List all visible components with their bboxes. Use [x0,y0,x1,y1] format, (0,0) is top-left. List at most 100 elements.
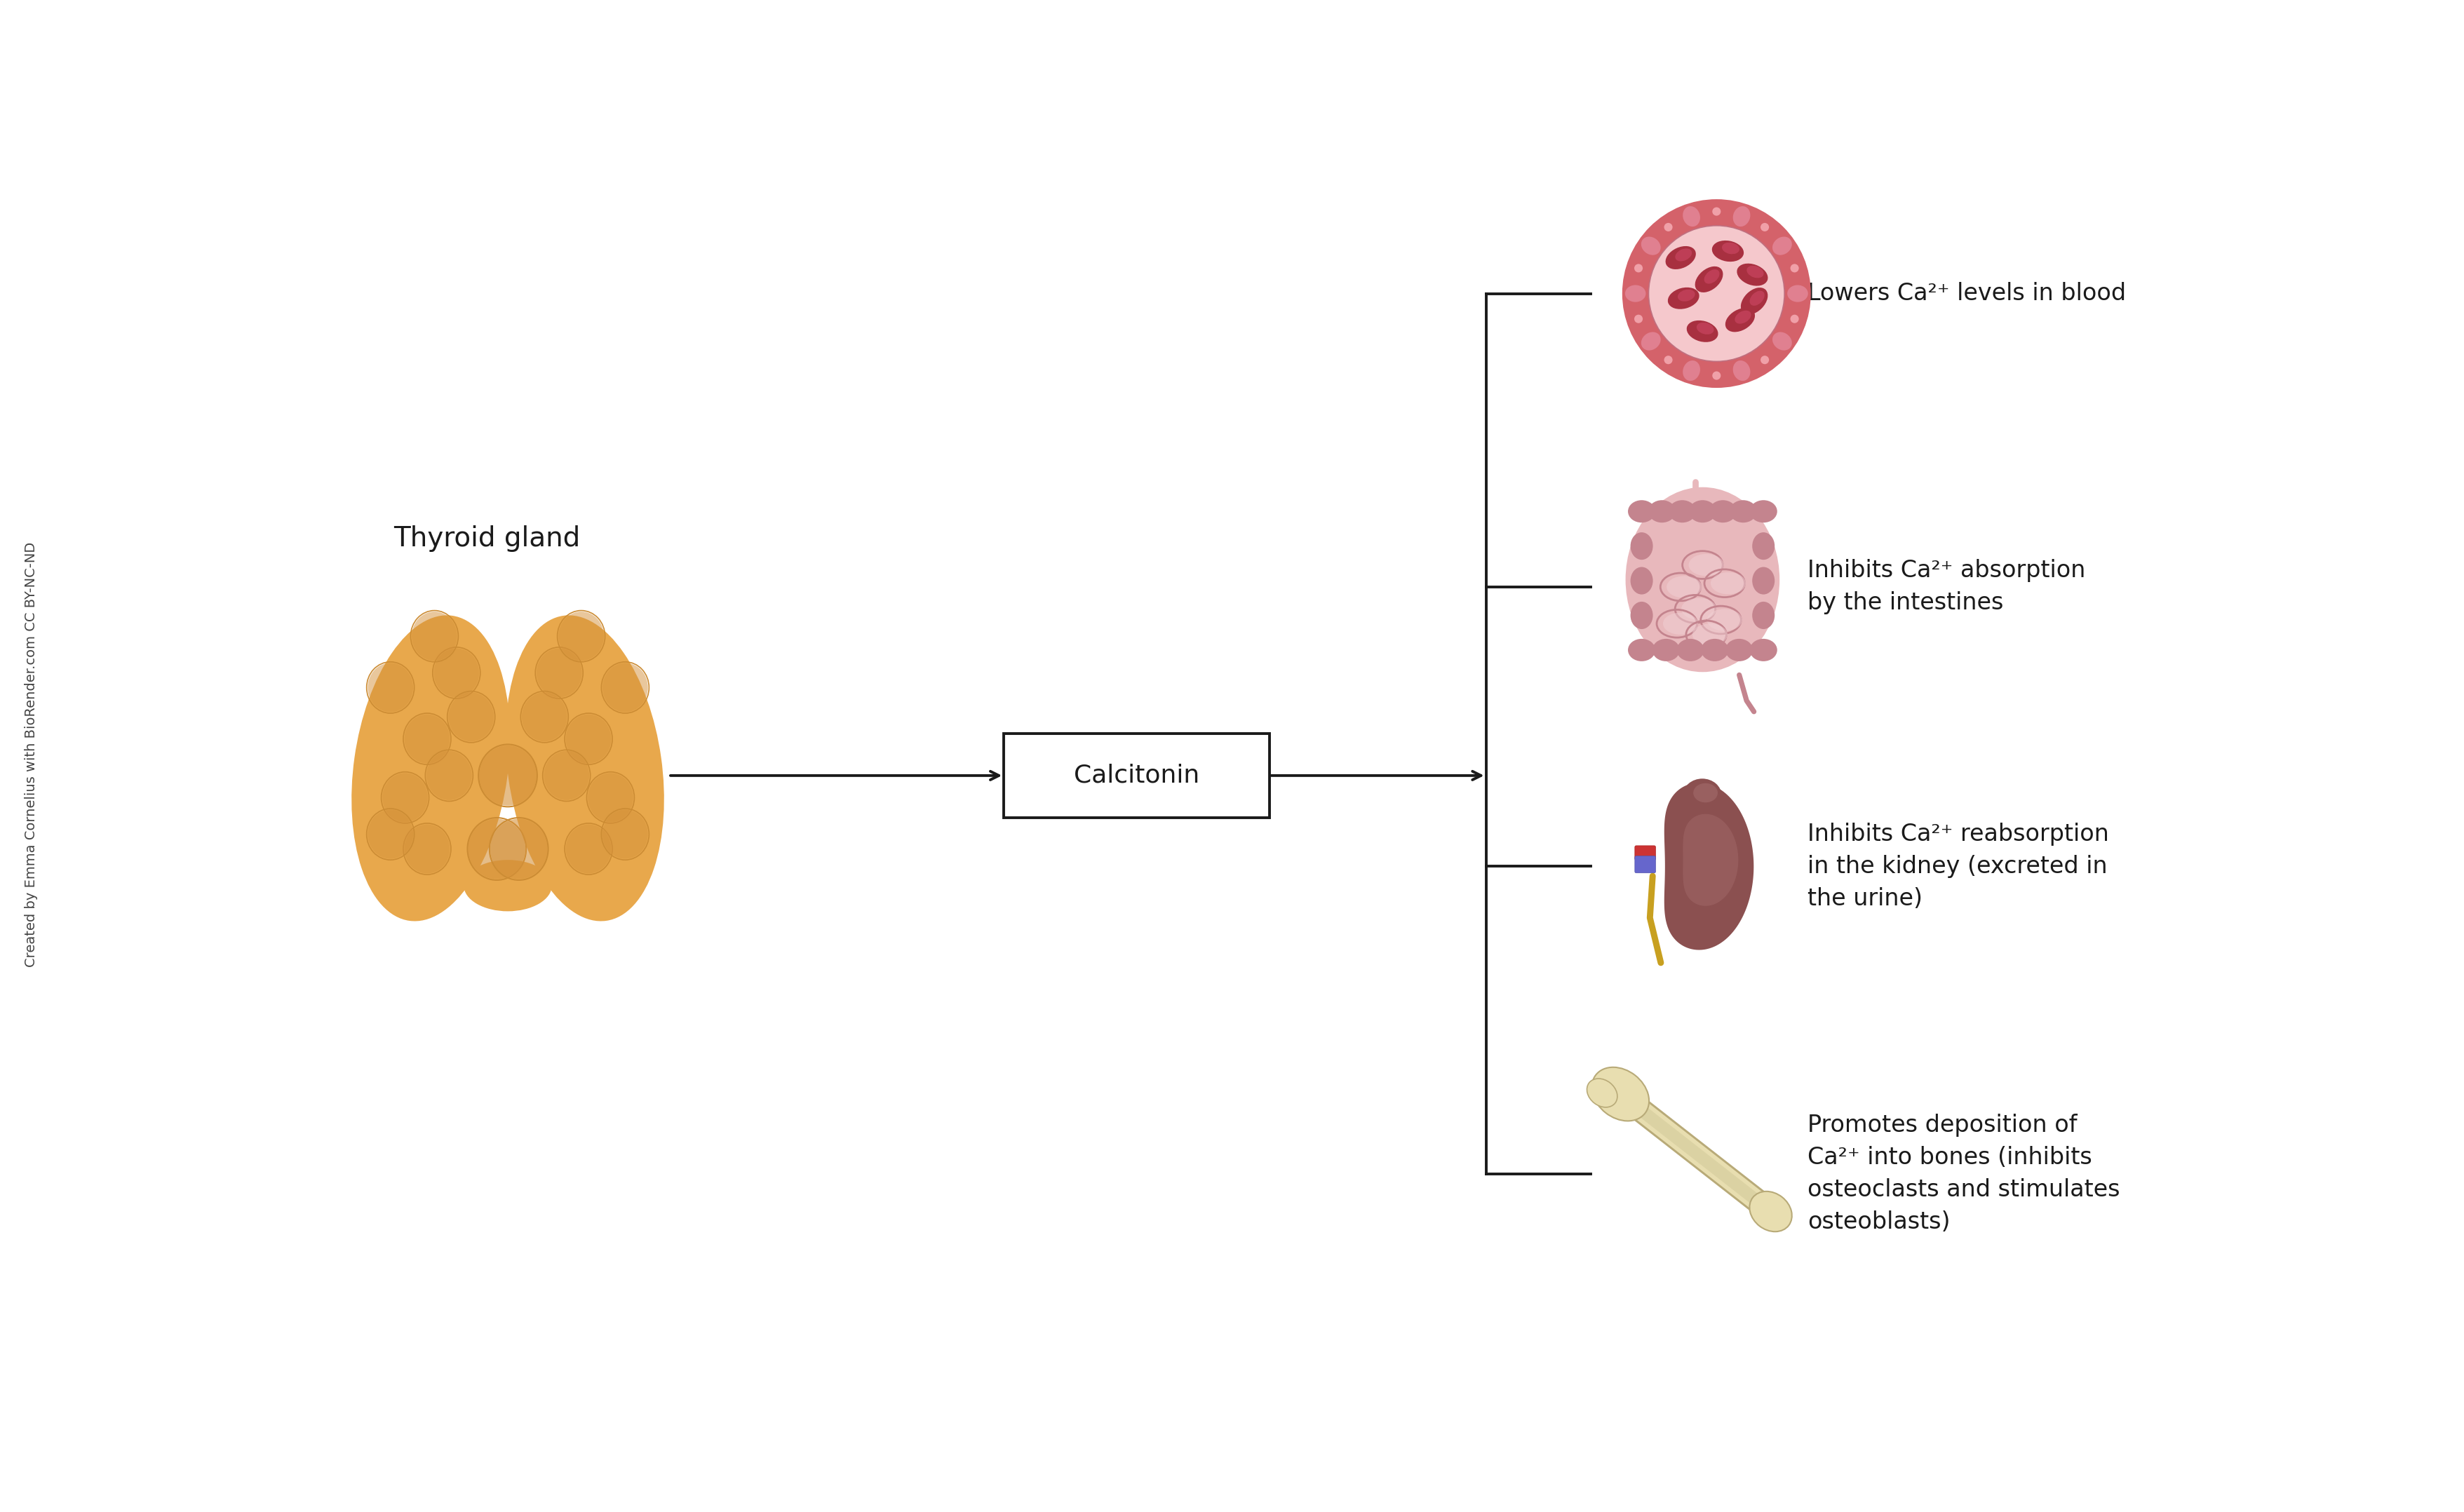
Ellipse shape [1631,567,1653,594]
Ellipse shape [1710,572,1747,594]
Ellipse shape [478,745,537,806]
Circle shape [1759,222,1769,231]
Ellipse shape [468,820,525,878]
Ellipse shape [1587,1078,1616,1107]
Ellipse shape [1700,638,1727,661]
Ellipse shape [537,649,582,697]
Ellipse shape [545,751,589,800]
Ellipse shape [1752,532,1774,559]
Ellipse shape [567,714,611,764]
Ellipse shape [1668,500,1695,523]
Ellipse shape [1708,609,1742,631]
Ellipse shape [1626,487,1779,671]
Ellipse shape [1648,500,1676,523]
Ellipse shape [1653,638,1680,661]
Circle shape [1663,355,1673,364]
Ellipse shape [367,809,414,859]
Ellipse shape [1678,289,1695,301]
Ellipse shape [604,809,648,859]
Ellipse shape [1737,263,1767,286]
Ellipse shape [1676,248,1693,262]
Ellipse shape [1732,206,1749,227]
Ellipse shape [411,612,458,661]
Ellipse shape [1747,266,1764,278]
Ellipse shape [1683,360,1700,381]
Ellipse shape [1749,638,1777,661]
Polygon shape [1663,783,1754,950]
Ellipse shape [1725,638,1752,661]
Text: Created by Emma Cornelius with BioRender.com CC BY-NC-ND: Created by Emma Cornelius with BioRender… [25,541,37,968]
Circle shape [1712,207,1720,216]
Circle shape [1791,265,1799,272]
Text: Inhibits Ca²⁺ reabsorption
in the kidney (excreted in
the urine): Inhibits Ca²⁺ reabsorption in the kidney… [1809,823,2109,910]
Ellipse shape [367,662,414,712]
Ellipse shape [1693,783,1717,803]
Circle shape [1663,222,1673,231]
Ellipse shape [1710,500,1737,523]
Ellipse shape [448,692,493,741]
Polygon shape [1683,813,1737,906]
Ellipse shape [1725,308,1754,333]
Ellipse shape [1631,602,1653,629]
Ellipse shape [522,692,567,741]
FancyBboxPatch shape [1634,856,1656,872]
Ellipse shape [1676,638,1705,661]
Ellipse shape [1666,576,1703,597]
Circle shape [1634,265,1643,272]
Ellipse shape [426,751,473,800]
Ellipse shape [1722,242,1740,254]
Text: Calcitonin: Calcitonin [1074,764,1200,788]
Ellipse shape [1683,779,1722,812]
Circle shape [1759,355,1769,364]
Ellipse shape [1629,500,1656,523]
Text: Thyroid gland: Thyroid gland [394,525,579,552]
Text: Inhibits Ca²⁺ absorption
by the intestines: Inhibits Ca²⁺ absorption by the intestin… [1809,559,2085,615]
Ellipse shape [1641,237,1661,256]
Circle shape [1648,225,1784,361]
Ellipse shape [1688,553,1725,576]
Ellipse shape [1730,500,1757,523]
Ellipse shape [382,773,429,823]
Text: Lowers Ca²⁺ levels in blood: Lowers Ca²⁺ levels in blood [1809,281,2126,305]
FancyBboxPatch shape [1634,845,1656,860]
Ellipse shape [463,860,552,912]
Ellipse shape [1695,266,1722,292]
FancyBboxPatch shape [1003,733,1269,818]
Ellipse shape [404,824,451,874]
Circle shape [1712,372,1720,380]
Ellipse shape [1688,500,1717,523]
Ellipse shape [1740,287,1767,314]
Ellipse shape [1732,360,1749,381]
Ellipse shape [559,612,604,661]
Ellipse shape [1631,532,1653,559]
Ellipse shape [505,615,665,921]
Ellipse shape [589,773,633,823]
Ellipse shape [1626,286,1646,302]
Ellipse shape [1693,623,1727,646]
Ellipse shape [1688,321,1717,342]
Ellipse shape [1735,310,1752,324]
Ellipse shape [1683,206,1700,227]
Circle shape [1621,200,1811,389]
Ellipse shape [404,714,451,764]
Ellipse shape [1663,612,1698,635]
Ellipse shape [1772,333,1791,351]
Ellipse shape [1749,1191,1791,1232]
Ellipse shape [1680,597,1717,620]
Ellipse shape [1752,602,1774,629]
Ellipse shape [490,820,547,878]
Ellipse shape [604,662,648,712]
Ellipse shape [1592,1067,1648,1120]
Ellipse shape [1698,322,1715,334]
Ellipse shape [1749,500,1777,523]
Ellipse shape [1705,269,1720,284]
Ellipse shape [1641,333,1661,351]
Ellipse shape [1786,286,1809,302]
Ellipse shape [1668,287,1700,308]
Circle shape [1634,314,1643,324]
Ellipse shape [567,824,611,874]
Ellipse shape [1712,240,1745,262]
Ellipse shape [434,649,478,697]
Ellipse shape [1752,567,1774,594]
Ellipse shape [352,615,510,921]
